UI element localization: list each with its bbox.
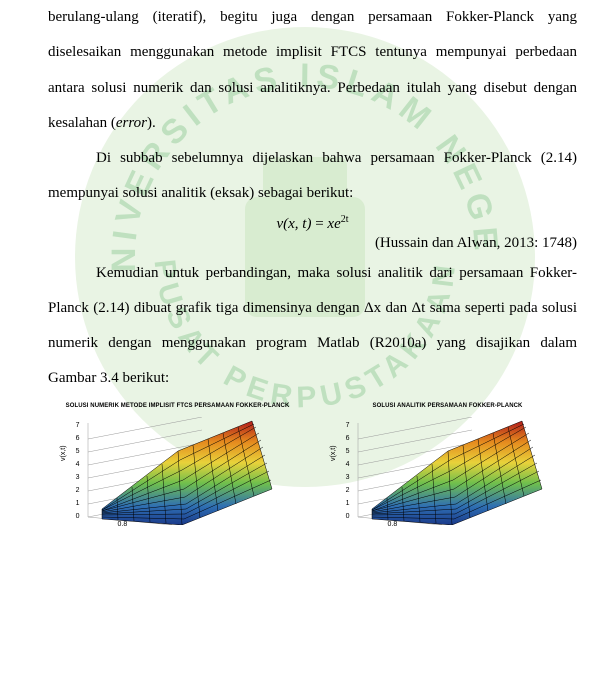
ytick-r4: 4: [342, 461, 350, 468]
ytick-4: 4: [72, 461, 80, 468]
ytick-r1: 1: [342, 500, 350, 507]
figure-row: SOLUSI NUMERIK METODE IMPLISIT FTCS PERS…: [48, 403, 577, 529]
page-content: berulang-ulang (iteratif), begitu juga d…: [0, 0, 609, 529]
ytick-r6: 6: [342, 435, 350, 442]
figure-right-ylabel: v(x,t): [330, 445, 337, 461]
ytick-6: 6: [72, 435, 80, 442]
p1-em: error: [116, 115, 147, 131]
ytick-5: 5: [72, 448, 80, 455]
p3-b: dan: [381, 300, 411, 316]
eq-eq: =: [311, 216, 327, 232]
p1-tail: ).: [147, 115, 156, 131]
surface-right: [352, 417, 552, 525]
figure-left-title: SOLUSI NUMERIK METODE IMPLISIT FTCS PERS…: [58, 403, 298, 409]
surface-left: [82, 417, 282, 525]
paragraph-3: Kemudian untuk perbandingan, maka solusi…: [48, 256, 577, 397]
p3-dt: Δt: [412, 300, 426, 316]
ytick-r2: 2: [342, 487, 350, 494]
p3-dx: Δx: [364, 300, 381, 316]
figure-right-title: SOLUSI ANALITIK PERSAMAAN FOKKER-PLANCK: [328, 403, 568, 409]
ytick-0: 0: [72, 513, 80, 520]
p1-text: berulang-ulang (iteratif), begitu juga d…: [48, 9, 577, 131]
ytick-7: 7: [72, 422, 80, 429]
ytick-2: 2: [72, 487, 80, 494]
paragraph-1: berulang-ulang (iteratif), begitu juga d…: [48, 0, 577, 141]
eq-lhs: v(x, t): [276, 216, 311, 232]
eq-rhs: xe: [327, 216, 340, 232]
ytick-3: 3: [72, 474, 80, 481]
figure-right: SOLUSI ANALITIK PERSAMAAN FOKKER-PLANCK …: [328, 403, 568, 529]
ytick-r5: 5: [342, 448, 350, 455]
figure-left-ylabel: v(x,t): [60, 445, 67, 461]
eq-sup: 2t: [341, 214, 349, 225]
ytick-r7: 7: [342, 422, 350, 429]
ytick-1: 1: [72, 500, 80, 507]
equation: v(x, t) = xe2t: [48, 214, 577, 233]
figure-left: SOLUSI NUMERIK METODE IMPLISIT FTCS PERS…: [58, 403, 298, 529]
paragraph-2: Di subbab sebelumnya dijelaskan bahwa pe…: [48, 141, 577, 212]
citation: (Hussain dan Alwan, 2013: 1748): [48, 235, 577, 252]
ytick-r3: 3: [342, 474, 350, 481]
ytick-r0: 0: [342, 513, 350, 520]
